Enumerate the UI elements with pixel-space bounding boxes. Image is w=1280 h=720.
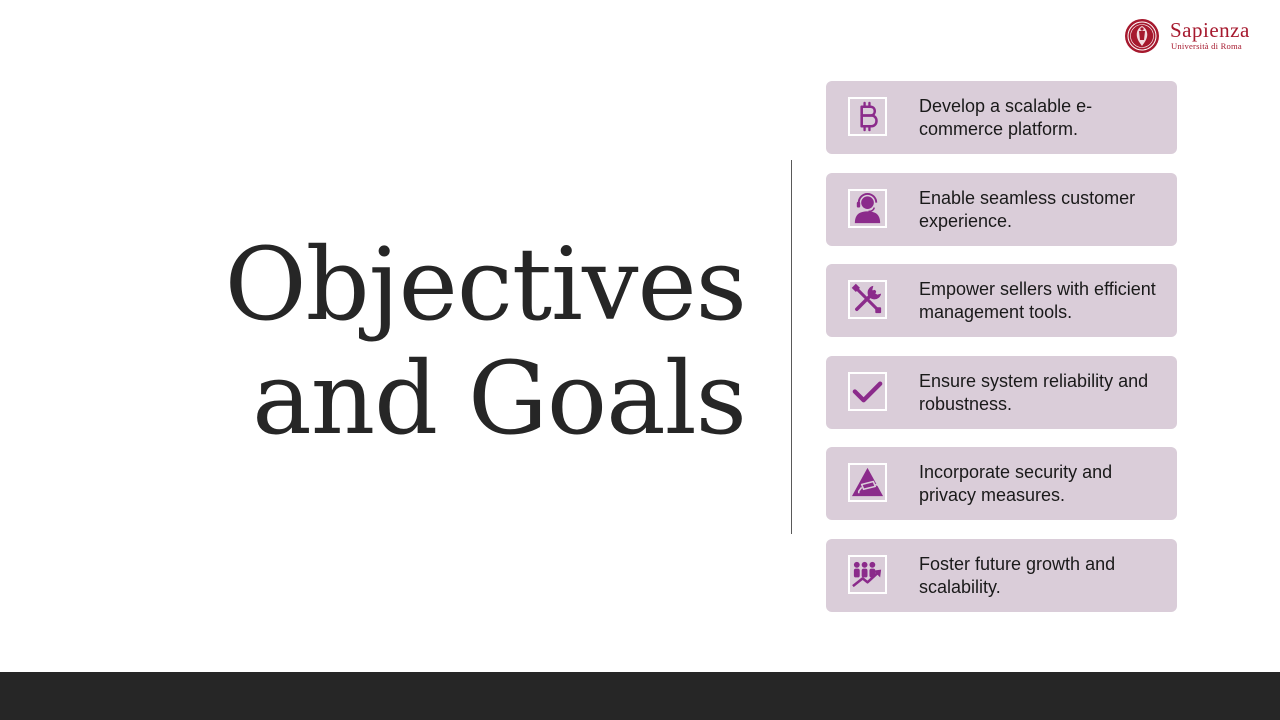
goal-icon-frame [848,280,887,319]
tools-icon [851,283,882,314]
goal-icon-frame [848,371,887,411]
slide-title: Objectives and Goals [46,226,747,457]
goal-card-system-reliability: Ensure system reliability and robustness… [826,355,1177,429]
goal-text: Enable seamless customer experience. [919,187,1136,231]
vertical-divider [791,160,792,534]
goal-card-customer-experience: Enable seamless customer experience. [826,172,1177,246]
logo-name: Sapienza [1170,18,1250,42]
goal-text: Ensure system reliability and robustness… [919,370,1149,414]
goal-card-security-privacy: Incorporate security and privacy measure… [826,447,1177,520]
goal-card-future-growth: Foster future growth and scalability. [826,538,1177,612]
bitcoin-icon [860,101,878,132]
goal-text: Empower sellers with efficient managemen… [919,279,1156,322]
footer-bar [0,672,1280,720]
goal-icon-frame [848,97,887,136]
goal-card-seller-tools: Empower sellers with efficient managemen… [826,264,1177,337]
goal-icon-frame [848,188,887,228]
growth-team-icon [852,561,882,587]
goal-text: Incorporate security and privacy measure… [919,462,1113,505]
slide-title-line-1: Objectives [224,226,747,343]
goal-text: Foster future growth and scalability. [919,553,1116,597]
goal-icon-frame [848,463,887,502]
goal-text: Develop a scalable e-commerce platform. [919,96,1093,139]
customer-support-icon [854,192,881,223]
goal-card-scalable-platform: Develop a scalable e-commerce platform. [826,81,1177,154]
logo-subtitle: Università di Roma [1171,41,1242,51]
checkmark-icon [852,381,883,402]
sapienza-logo: Sapienza Università di Roma [1124,14,1264,58]
goal-icon-frame [848,554,887,594]
slide-title-line-2: and Goals [252,340,747,457]
university-seal-icon [1125,19,1159,53]
goals-list: Develop a scalable e-commerce platform. … [826,81,1177,630]
security-camera-warning-icon [851,467,884,497]
